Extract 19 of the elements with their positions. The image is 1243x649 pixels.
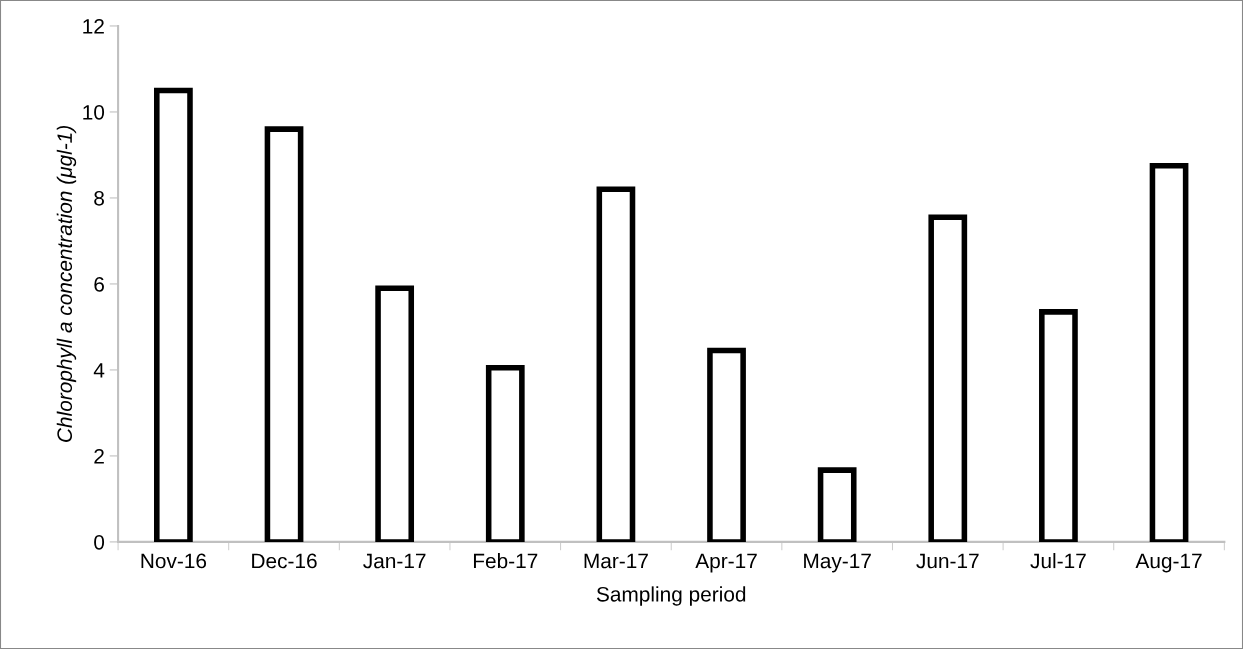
x-tick-label: Apr-17 <box>695 553 757 573</box>
x-tick-label: Dec-16 <box>252 553 317 569</box>
y-tick-label: 12 <box>83 18 104 34</box>
x-tick-label: Mar-17 <box>584 553 648 569</box>
x-tick-label: Aug-17 <box>1135 553 1202 573</box>
y-tick-label: 6 <box>94 276 104 292</box>
x-tick-label: Feb-17 <box>473 553 538 569</box>
x-tick-label: Nov-16 <box>141 553 207 569</box>
y-tick-label: 0 <box>94 534 105 550</box>
y-tick-label: 2 <box>94 448 104 464</box>
x-tick-label: Jun-17 <box>916 553 979 569</box>
y-tick-label: 10 <box>83 104 105 120</box>
x-tick-label: Jan-17 <box>363 553 426 569</box>
y-tick-label: 8 <box>94 190 104 206</box>
x-tick-label: May-17 <box>804 553 871 573</box>
y-tick-label: 4 <box>93 363 105 378</box>
x-tick-label: Jul-17 <box>1030 553 1086 569</box>
x-axis-title: Sampling period <box>596 586 746 606</box>
y-axis-title: Chlorophyll a concentration (μgl-1) <box>56 126 77 442</box>
